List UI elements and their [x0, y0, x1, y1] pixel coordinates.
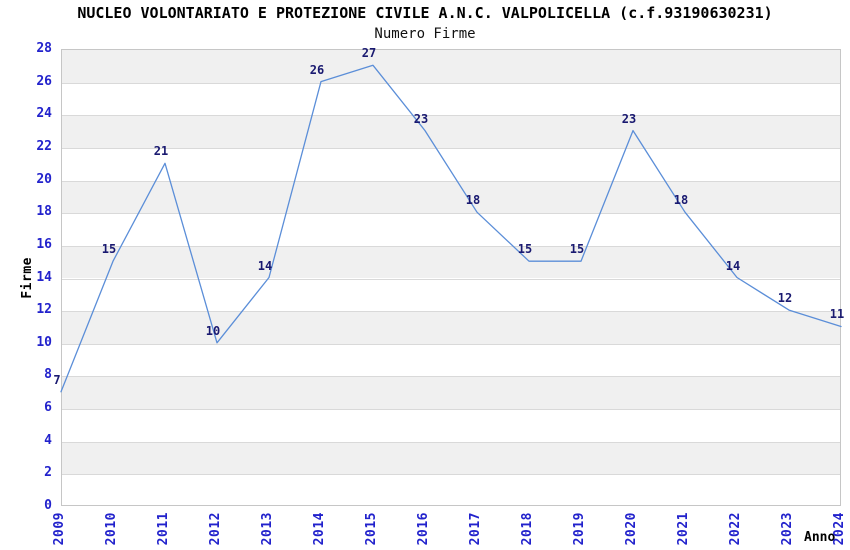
x-tick-label: 2015	[364, 512, 379, 546]
grid-band	[62, 50, 840, 83]
grid-line	[62, 409, 840, 410]
y-tick-label: 24	[36, 106, 52, 122]
point-label: 15	[569, 242, 585, 257]
grid-line	[62, 442, 840, 443]
x-tick-label: 2009	[52, 512, 67, 546]
grid-line	[62, 148, 840, 149]
y-tick-label: 14	[36, 269, 52, 285]
y-tick-label: 12	[36, 302, 52, 318]
point-label: 15	[101, 242, 117, 257]
point-label: 18	[673, 193, 689, 208]
grid-line	[62, 246, 840, 247]
grid-line	[62, 376, 840, 377]
point-label: 12	[777, 291, 793, 306]
grid-line	[62, 213, 840, 214]
y-tick-label: 26	[36, 73, 52, 89]
y-tick-label: 20	[36, 171, 52, 187]
chart-title: NUCLEO VOLONTARIATO E PROTEZIONE CIVILE …	[77, 4, 773, 22]
grid-line	[62, 311, 840, 312]
grid-line	[62, 474, 840, 475]
y-tick-label: 22	[36, 138, 52, 154]
point-label: 27	[361, 46, 377, 61]
x-axis-title: Anno	[804, 530, 836, 545]
x-tick-label: 2010	[104, 512, 119, 546]
grid-line	[62, 115, 840, 116]
point-label: 10	[205, 323, 221, 338]
point-label: 15	[517, 242, 533, 257]
x-tick-label: 2019	[572, 512, 587, 546]
grid-line	[62, 83, 840, 84]
grid-band	[62, 180, 840, 214]
point-label: 18	[465, 193, 481, 208]
y-tick-label: 10	[36, 334, 52, 350]
point-label: 7	[53, 372, 61, 387]
y-tick-label: 8	[44, 367, 52, 383]
x-tick-label: 2014	[312, 512, 327, 546]
y-tick-label: 18	[36, 204, 52, 220]
y-tick-label: 28	[36, 41, 52, 56]
grid-band	[62, 376, 840, 410]
point-label: 14	[257, 258, 273, 273]
plot-area	[61, 49, 841, 506]
x-tick-label: 2013	[260, 512, 275, 546]
point-label: 14	[725, 258, 741, 273]
x-tick-label: 2018	[520, 512, 535, 546]
y-tick-label: 6	[44, 400, 52, 416]
point-label: 23	[621, 111, 637, 126]
grid-band	[62, 115, 840, 148]
x-tick-label: 2012	[208, 512, 223, 546]
x-tick-label: 2020	[624, 512, 639, 546]
x-tick-label: 2023	[780, 512, 795, 546]
point-label: 23	[413, 111, 429, 126]
x-tick-label: 2016	[416, 512, 431, 546]
x-tick-label: 2024	[832, 512, 847, 546]
grid-band	[62, 311, 840, 344]
chart-subtitle: Numero Firme	[374, 26, 476, 42]
grid-line	[62, 344, 840, 345]
x-tick-label: 2021	[676, 512, 691, 546]
y-tick-label: 0	[44, 498, 52, 513]
x-tick-label: 2017	[468, 512, 483, 546]
point-label: 11	[829, 307, 845, 322]
x-tick-label: 2022	[728, 512, 743, 546]
y-tick-label: 4	[44, 432, 52, 448]
point-label: 26	[309, 62, 325, 77]
grid-line	[62, 181, 840, 182]
grid-line	[62, 279, 840, 280]
point-label: 21	[153, 144, 169, 159]
y-tick-label: 16	[36, 236, 52, 252]
y-tick-label: 2	[44, 465, 52, 481]
x-tick-label: 2011	[156, 512, 171, 546]
grid-band	[62, 441, 840, 475]
